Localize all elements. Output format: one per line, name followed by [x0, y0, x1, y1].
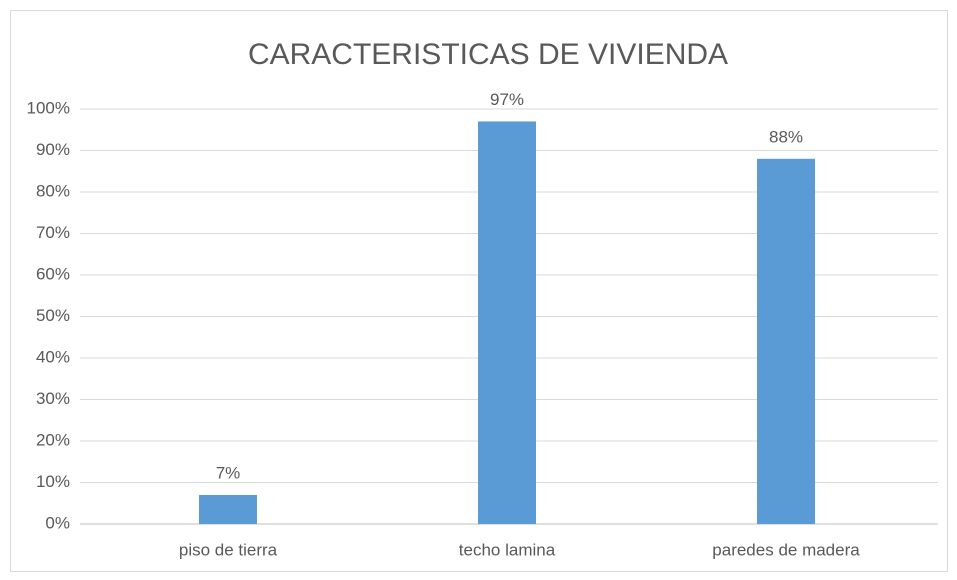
data-label: 97%: [490, 90, 524, 109]
data-label: 7%: [216, 463, 241, 482]
bar: [757, 158, 815, 525]
y-tick-label: 20%: [36, 430, 70, 449]
y-tick-label: 10%: [36, 472, 70, 491]
y-tick-label: 60%: [36, 264, 70, 283]
bar: [478, 121, 536, 524]
y-tick-label: 40%: [36, 347, 70, 366]
y-tick-label: 80%: [36, 181, 70, 200]
data-label: 88%: [769, 127, 803, 146]
bar: [199, 494, 257, 524]
y-tick-label: 100%: [27, 98, 70, 117]
y-tick-label: 0%: [45, 513, 70, 532]
y-tick-label: 50%: [36, 306, 70, 325]
y-tick-label: 30%: [36, 389, 70, 408]
x-tick-label: techo lamina: [459, 540, 556, 559]
y-tick-label: 70%: [36, 223, 70, 242]
chart-title: CARACTERISTICAS DE VIVIENDA: [248, 38, 728, 71]
x-tick-label: piso de tierra: [179, 540, 278, 559]
x-tick-label: paredes de madera: [712, 540, 860, 559]
y-tick-label: 90%: [36, 140, 70, 159]
